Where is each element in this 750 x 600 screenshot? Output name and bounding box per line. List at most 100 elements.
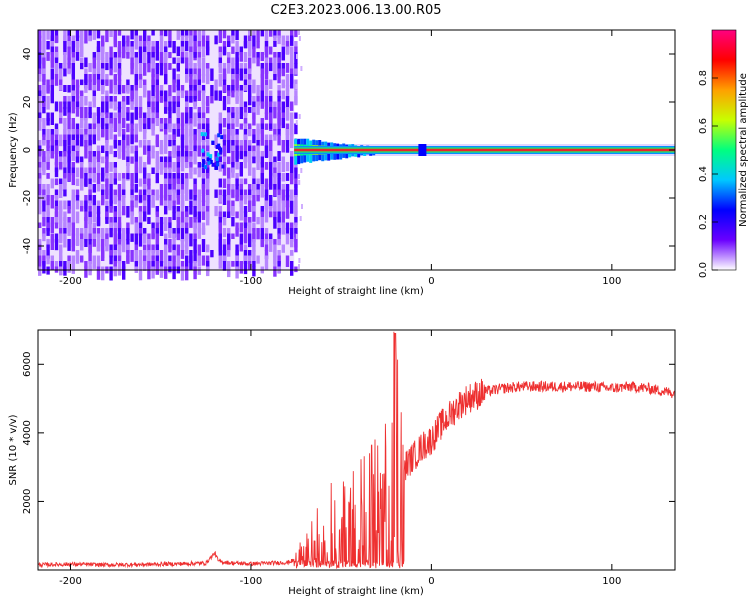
- noise-cell: [109, 85, 113, 94]
- noise-cell: [38, 222, 42, 228]
- noise-cell: [239, 123, 243, 130]
- noise-cell: [201, 184, 206, 195]
- noise-cell: [256, 195, 260, 202]
- noise-cell: [264, 46, 269, 59]
- noise-cell: [151, 30, 155, 36]
- noise-cell: [218, 63, 222, 74]
- noise-cell: [109, 68, 113, 76]
- noise-cell: [273, 173, 277, 188]
- noise-cell: [105, 112, 109, 118]
- snr-y-ticks: 2000 4000 6000: [22, 352, 675, 514]
- noise-cell: [248, 189, 252, 198]
- noise-cell: [197, 79, 201, 91]
- noise-cell: [117, 151, 122, 159]
- noise-cell: [176, 233, 180, 241]
- noise-cell: [290, 68, 294, 76]
- noise-cell: [294, 30, 298, 38]
- noise-cell: [147, 195, 151, 202]
- noise-cell: [71, 195, 75, 202]
- noise-cell: [138, 167, 143, 174]
- noise-cell: [227, 250, 231, 257]
- noise-cell: [206, 266, 210, 277]
- noise-cell: [189, 134, 193, 144]
- noise-cell: [285, 189, 290, 198]
- noise-cell: [256, 217, 260, 225]
- noise-cell: [71, 200, 75, 210]
- noise-cell: [42, 233, 46, 242]
- noise-cell: [113, 57, 117, 65]
- noise-cell: [80, 184, 84, 191]
- noise-cell: [252, 85, 256, 94]
- noise-cell: [164, 123, 168, 130]
- noise-cell: [42, 118, 46, 131]
- noise-cell: [231, 118, 235, 126]
- noise-cell: [264, 85, 269, 97]
- noise-cell: [109, 46, 113, 60]
- noise-cell: [134, 233, 138, 245]
- noise-cell: [264, 151, 269, 157]
- noise-cell: [63, 68, 67, 77]
- noise-cell: [75, 107, 80, 117]
- noise-cell: [273, 129, 277, 137]
- noise-cell: [134, 123, 138, 133]
- noise-cell: [50, 255, 54, 266]
- noise-cell: [138, 96, 143, 110]
- noise-cell: [290, 156, 294, 168]
- noise-cell: [75, 189, 80, 198]
- noise-cell: [176, 244, 180, 257]
- noise-cell: [159, 145, 164, 155]
- noise-cell: [290, 101, 294, 111]
- noise-cell: [134, 255, 138, 262]
- noise-cell: [138, 156, 143, 163]
- noise-cell: [193, 195, 197, 206]
- noise-cell: [227, 112, 231, 126]
- noise-cell: [117, 211, 122, 218]
- noise-cell: [285, 233, 290, 245]
- noise-cell: [168, 228, 172, 239]
- noise-cell: [269, 46, 273, 55]
- noise-cell: [214, 134, 218, 148]
- noise-cell: [155, 233, 159, 240]
- noise-cell: [59, 118, 63, 124]
- noise-cell: [75, 200, 80, 210]
- noise-cell: [252, 134, 256, 144]
- noise-cell: [71, 101, 75, 114]
- blob-cell: [204, 165, 208, 170]
- noise-cell: [206, 118, 210, 128]
- noise-cell: [113, 217, 117, 226]
- noise-cell: [155, 112, 159, 122]
- noise-cell: [117, 189, 122, 202]
- noise-cell: [80, 96, 84, 109]
- noise-cell: [134, 151, 138, 162]
- noise-cell: [269, 140, 273, 146]
- noise-cell: [134, 35, 138, 41]
- noise-cell: [201, 63, 206, 77]
- noise-cell: [126, 85, 130, 94]
- noise-cell: [235, 107, 239, 114]
- noise-cell: [252, 112, 256, 126]
- noise-cell: [277, 178, 281, 191]
- noise-cell: [117, 30, 122, 36]
- noise-cell: [42, 228, 46, 237]
- noise-cell: [235, 222, 239, 231]
- spectrogram-x-tick-label: 0: [428, 276, 434, 287]
- noise-cell: [147, 178, 151, 186]
- noise-cell: [155, 189, 159, 201]
- noise-cell: [143, 250, 147, 258]
- noise-cell: [71, 63, 75, 77]
- noise-cell: [294, 266, 298, 273]
- spectrogram-y-ticks: -40 -20 0 20 40: [22, 48, 675, 254]
- blob-cell: [201, 148, 205, 153]
- noise-cell: [101, 228, 105, 241]
- noise-cell: [176, 107, 180, 122]
- noise-cell: [176, 96, 180, 106]
- noise-cell: [189, 217, 193, 228]
- noise-cell: [138, 123, 143, 132]
- noise-cell: [248, 145, 252, 152]
- colorbar-tick-label: 0.4: [698, 166, 709, 182]
- noise-tail-cell: [298, 114, 301, 119]
- noise-cell: [243, 156, 248, 169]
- noise-cell: [269, 123, 273, 130]
- colorbar: 0.0 0.2 0.4 0.6 0.8 Normalized spectral ampl…: [698, 29, 749, 278]
- noise-cell: [231, 46, 235, 54]
